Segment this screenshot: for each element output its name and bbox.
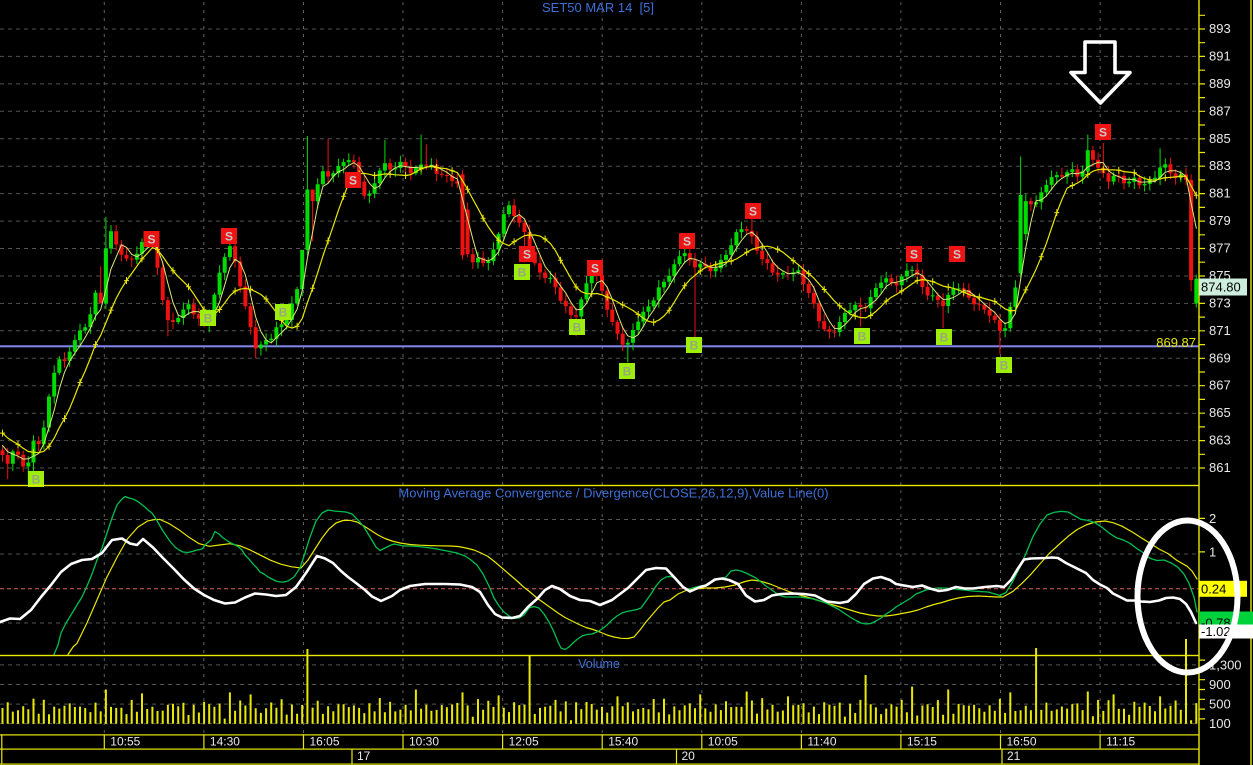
svg-text:873: 873 xyxy=(1209,295,1231,310)
svg-text:863: 863 xyxy=(1209,433,1231,448)
svg-text:861: 861 xyxy=(1209,460,1231,475)
svg-text:B: B xyxy=(690,339,699,353)
svg-text:B: B xyxy=(1000,359,1009,373)
svg-text:10:30: 10:30 xyxy=(409,735,439,749)
svg-text:B: B xyxy=(623,365,632,379)
svg-text:S: S xyxy=(147,233,155,247)
svg-text:865: 865 xyxy=(1209,405,1231,420)
svg-text:17: 17 xyxy=(357,749,371,763)
svg-text:S: S xyxy=(591,262,599,276)
svg-text:500: 500 xyxy=(1209,697,1231,712)
svg-text:S: S xyxy=(953,248,961,262)
svg-text:2: 2 xyxy=(1209,511,1216,526)
svg-text:100: 100 xyxy=(1209,716,1231,731)
svg-text:891: 891 xyxy=(1209,48,1231,63)
svg-text:B: B xyxy=(204,312,213,326)
svg-text:S: S xyxy=(1099,126,1107,140)
svg-text:S: S xyxy=(910,248,918,262)
svg-text:B: B xyxy=(32,473,41,487)
svg-text:Moving Average Convergence / D: Moving Average Convergence / Divergence(… xyxy=(398,486,828,501)
svg-text:877: 877 xyxy=(1209,241,1231,256)
svg-text:883: 883 xyxy=(1209,158,1231,173)
svg-text:B: B xyxy=(858,330,867,344)
svg-text:B: B xyxy=(573,321,582,335)
svg-text:20: 20 xyxy=(682,749,696,763)
svg-text:B: B xyxy=(518,266,527,280)
svg-text:-1.02: -1.02 xyxy=(1201,624,1231,639)
svg-text:S: S xyxy=(749,205,757,219)
svg-text:900: 900 xyxy=(1209,677,1231,692)
svg-text:S: S xyxy=(683,235,691,249)
svg-text:871: 871 xyxy=(1209,323,1231,338)
svg-text:869: 869 xyxy=(1209,350,1231,365)
svg-text:874.80: 874.80 xyxy=(1201,280,1241,295)
svg-text:21: 21 xyxy=(1007,749,1021,763)
svg-text:14:30: 14:30 xyxy=(210,735,240,749)
svg-text:SET50 MAR 14 [5]: SET50 MAR 14 [5] xyxy=(542,0,654,15)
svg-text:15:40: 15:40 xyxy=(608,735,638,749)
svg-text:Volume: Volume xyxy=(578,657,620,671)
svg-text:879: 879 xyxy=(1209,213,1231,228)
svg-text:12:05: 12:05 xyxy=(509,735,539,749)
svg-text:16:50: 16:50 xyxy=(1007,735,1037,749)
svg-text:0.24: 0.24 xyxy=(1201,582,1226,597)
svg-text:887: 887 xyxy=(1209,103,1231,118)
svg-text:B: B xyxy=(279,306,288,320)
svg-text:10:05: 10:05 xyxy=(708,735,738,749)
svg-text:1: 1 xyxy=(1209,545,1216,560)
svg-text:B: B xyxy=(940,331,949,345)
svg-text:881: 881 xyxy=(1209,186,1231,201)
svg-text:S: S xyxy=(225,230,233,244)
svg-text:11:40: 11:40 xyxy=(807,735,836,749)
svg-text:869.87: 869.87 xyxy=(1156,335,1196,350)
svg-text:16:05: 16:05 xyxy=(310,735,340,749)
svg-text:867: 867 xyxy=(1209,378,1231,393)
svg-text:893: 893 xyxy=(1209,21,1231,36)
svg-text:885: 885 xyxy=(1209,131,1231,146)
svg-text:S: S xyxy=(523,248,531,262)
svg-text:S: S xyxy=(349,174,357,188)
svg-text:11:15: 11:15 xyxy=(1106,735,1135,749)
svg-text:15:15: 15:15 xyxy=(907,735,937,749)
svg-text:889: 889 xyxy=(1209,76,1231,91)
svg-text:10:55: 10:55 xyxy=(110,735,140,749)
